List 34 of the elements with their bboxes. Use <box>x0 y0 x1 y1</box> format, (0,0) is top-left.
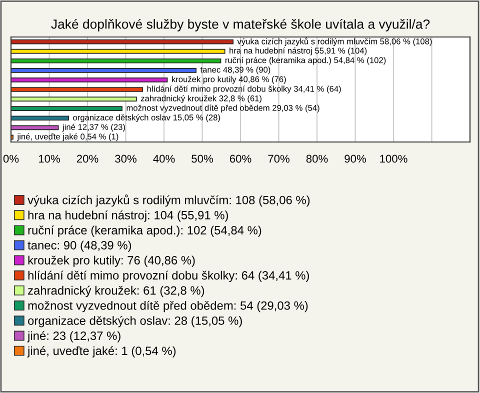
legend-label: organizace dětských oslav: 28 (15,05 %) <box>28 316 242 328</box>
x-tick-label: 10% <box>38 154 60 163</box>
x-tick-label: 40% <box>153 154 175 163</box>
x-tick-label: 20% <box>76 154 98 163</box>
data-label: kroužek pro kutily 40,86 % (76) <box>172 76 286 84</box>
legend-label: možnost vyzvednout dítě před obědem: 54 (29,03 %) <box>28 300 308 312</box>
data-label: tanec 48,39 % (90) <box>200 66 270 74</box>
legend-label: jiné, uveďte jaké: 1 (0,54 %) <box>27 346 176 358</box>
data-label: ruční práce (keramika apod.) 54,84 % (102) <box>225 56 386 65</box>
x-tick-label: 50% <box>192 154 213 163</box>
x-tick-label: 0% <box>3 154 19 163</box>
data-label: jiné, uveďte jaké 0,54 % (1) <box>17 133 118 142</box>
x-tick-label: 60% <box>230 154 252 163</box>
chart-title: Jaké doplňkové služby byste v mateřské škole uvítala a využil/a? <box>51 18 430 32</box>
legend-label: hlídání dětí mimo provozní dobu školky: 64 (34,41 %) <box>28 270 309 282</box>
data-label: jiné 12,37 % (23) <box>62 124 125 132</box>
data-label: výuka cizích jazyků s rodilým mluvčím 58,06 % (108) <box>237 38 432 46</box>
x-tick-label: 30% <box>115 154 136 163</box>
legend-label: výuka cizích jazyků s rodilým mluvčím: 108 (58,06 %) <box>28 194 310 207</box>
x-tick-label: 80% <box>306 154 328 163</box>
legend-label: ruční práce (keramika apod.): 102 (54,84 %) <box>28 226 262 237</box>
x-tick-label: 70% <box>268 154 290 163</box>
legend-label: jiné: 23 (12,37 %) <box>27 331 120 342</box>
data-label: zahradnický kroužek 32,8 % (61) <box>140 95 262 103</box>
legend-label: hra na hudební nástroj: 104 (55,91 %) <box>28 210 228 222</box>
data-label: hlídání dětí mimo provozní dobu školky 34,41 % (64) <box>147 86 341 94</box>
legend-label: tanec: 90 (48,39 %) <box>28 240 132 252</box>
data-label: možnost vyzvednout dítě před obědem 29,03 % (54) <box>126 104 320 113</box>
legend-label: kroužek pro kutily: 76 (40,86 %) <box>28 256 195 267</box>
data-label: hra na hudební nástroj 55,91 % (104) <box>230 47 367 56</box>
data-label: organizace dětských oslav 15,05 % (28) <box>73 114 220 122</box>
x-tick-label: 90% <box>344 154 366 163</box>
x-tick-label: 100% <box>380 154 408 163</box>
legend-label: zahradnický kroužek: 61 (32,8 %) <box>28 286 204 298</box>
